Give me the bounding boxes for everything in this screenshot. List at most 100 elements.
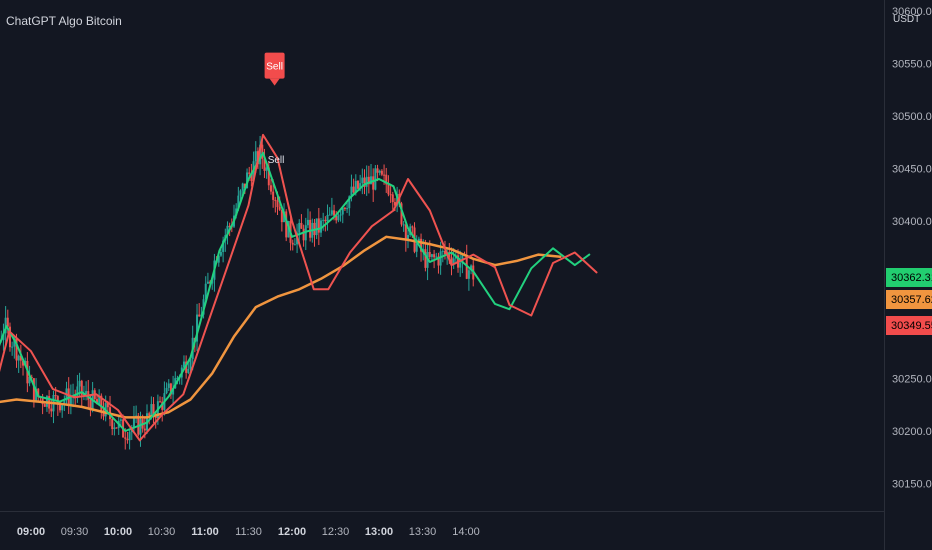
candle-body bbox=[430, 254, 433, 257]
candle-body bbox=[35, 388, 38, 401]
y-tick-label: 30400.00 bbox=[892, 216, 932, 228]
x-tick-label: 14:00 bbox=[452, 526, 480, 538]
candle-body bbox=[320, 220, 322, 233]
candle-body bbox=[367, 176, 370, 185]
candle-body bbox=[54, 395, 57, 397]
price-label-value-1: 30357.62 bbox=[891, 294, 932, 306]
candle-body bbox=[250, 173, 253, 181]
candle-body bbox=[78, 380, 81, 387]
candle-body bbox=[189, 359, 192, 369]
price-label-value-2: 30349.55 bbox=[891, 320, 932, 332]
candle-body bbox=[98, 395, 101, 405]
candle-body bbox=[106, 403, 109, 408]
candle-body bbox=[59, 404, 61, 411]
candle-body bbox=[11, 346, 14, 348]
candle-body bbox=[6, 317, 9, 327]
currency-label: USDT bbox=[893, 14, 921, 25]
time-axis-divider bbox=[0, 511, 884, 512]
candle-body bbox=[69, 395, 72, 406]
x-tick-label: 12:00 bbox=[278, 526, 306, 538]
candle-body bbox=[150, 404, 153, 416]
candle-body bbox=[363, 177, 366, 187]
candle-body bbox=[441, 250, 444, 252]
price-axis-divider bbox=[884, 0, 885, 550]
candle-body bbox=[439, 251, 442, 266]
candle-body bbox=[115, 427, 118, 429]
candle-body bbox=[222, 240, 225, 252]
candle-body bbox=[361, 177, 364, 184]
candle-body bbox=[269, 185, 272, 192]
candle-body bbox=[298, 222, 301, 233]
candle-body bbox=[356, 180, 359, 189]
candle-body bbox=[374, 168, 377, 190]
candle-body bbox=[19, 355, 22, 361]
candle-body bbox=[387, 184, 390, 195]
price-label-0 bbox=[886, 268, 932, 287]
candle-body bbox=[352, 186, 355, 193]
candle-body bbox=[76, 386, 79, 396]
candle-body bbox=[50, 408, 53, 412]
candle-body bbox=[219, 251, 222, 256]
candle-body bbox=[330, 210, 333, 215]
x-tick-label: 09:30 bbox=[61, 526, 89, 538]
candle-body bbox=[380, 170, 383, 175]
candle-body bbox=[452, 258, 455, 264]
candle-body bbox=[243, 183, 246, 189]
candle-body bbox=[139, 419, 142, 435]
candle-body bbox=[165, 387, 168, 394]
candle-body bbox=[261, 144, 264, 159]
x-tick-label: 12:30 bbox=[322, 526, 350, 538]
candle-body bbox=[376, 168, 379, 173]
candle-body bbox=[248, 172, 251, 174]
candle-body bbox=[328, 214, 331, 216]
candle-body bbox=[459, 262, 462, 268]
y-tick-label: 30600.00 bbox=[892, 6, 932, 18]
candle-body bbox=[30, 376, 33, 379]
sell-signal-label bbox=[264, 52, 285, 79]
candle-body bbox=[315, 218, 318, 236]
candle-body bbox=[470, 265, 473, 271]
candle-body bbox=[111, 419, 114, 430]
candle-body bbox=[265, 167, 268, 171]
candle-body bbox=[359, 183, 362, 189]
candle-body bbox=[291, 242, 294, 245]
candle-body bbox=[176, 377, 179, 379]
candle-body bbox=[217, 255, 220, 263]
candle-body bbox=[383, 174, 386, 176]
candle-body bbox=[8, 326, 11, 348]
candle-body bbox=[335, 215, 338, 221]
x-tick-label: 13:00 bbox=[365, 526, 393, 538]
candle-body bbox=[365, 176, 368, 187]
candle-body bbox=[391, 194, 394, 203]
x-tick-label: 11:30 bbox=[235, 526, 262, 538]
y-tick-label: 30200.00 bbox=[892, 426, 932, 438]
series-line-2 bbox=[0, 133, 598, 442]
candle-body bbox=[228, 225, 231, 227]
x-tick-label: 13:30 bbox=[409, 526, 437, 538]
candle-body bbox=[306, 219, 309, 226]
series-line-1 bbox=[0, 151, 591, 432]
candle-body bbox=[274, 199, 277, 201]
candle-body bbox=[143, 428, 146, 431]
candle-body bbox=[28, 376, 31, 384]
candle-body bbox=[128, 432, 131, 441]
x-tick-label: 11:00 bbox=[191, 526, 219, 538]
candle-body bbox=[126, 438, 129, 441]
candle-body bbox=[22, 360, 25, 366]
candle-body bbox=[300, 222, 303, 229]
candle-body bbox=[372, 176, 375, 190]
candle-body bbox=[317, 218, 320, 233]
candle-body bbox=[354, 180, 357, 193]
candle-body bbox=[102, 410, 105, 417]
candle-body bbox=[341, 207, 344, 215]
candle-body bbox=[428, 252, 431, 257]
candle-body bbox=[119, 419, 122, 421]
candle-body bbox=[370, 176, 373, 185]
candle-body bbox=[272, 191, 275, 200]
candle-body bbox=[378, 170, 381, 173]
candle-body bbox=[283, 211, 286, 223]
candle-body bbox=[132, 417, 135, 428]
candle-body bbox=[80, 380, 83, 396]
candle-body bbox=[280, 209, 283, 223]
